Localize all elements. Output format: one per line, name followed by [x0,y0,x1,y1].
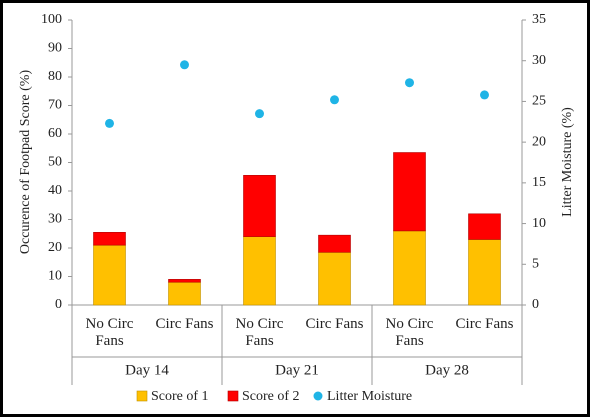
bar-segment [93,244,126,306]
x-tick-label: No Circ Fans [235,316,284,349]
y2-tick-label: 25 [532,94,546,109]
x-tick-label: No Circ Fans [85,316,134,349]
y2-tick-label: 35 [532,12,546,27]
bar-segment [393,230,426,306]
legend-marker [227,390,239,402]
bar-segment [93,232,126,246]
moisture-point [180,60,189,70]
y2-tick-label: 5 [532,257,539,272]
y-tick-label: 0 [55,297,62,312]
y-tick-label: 40 [48,183,62,198]
legend-marker [313,391,323,401]
y2-tick-label: 30 [532,53,546,68]
group-label: Day 21 [275,362,319,378]
y-tick-label: 90 [48,41,62,56]
moisture-point [105,118,114,128]
y-tick-label: 10 [48,269,62,284]
legend-label: Litter Moisture [327,389,412,404]
bar-segment [243,236,276,306]
y-tick-label: 100 [41,12,62,27]
bar-segment [318,234,351,253]
bar-segment [318,251,351,306]
y2-tick-label: 15 [532,175,546,190]
moisture-point [330,95,339,105]
bar-segment [168,279,201,283]
y2-axis-label: Litter Moisture (%) [560,107,575,217]
y-tick-label: 50 [48,155,62,170]
legend-label: Score of 2 [242,389,300,404]
moisture-point [480,90,489,100]
moisture-point [405,78,414,88]
legend-label: Score of 1 [151,389,209,404]
y2-tick-label: 20 [532,134,546,149]
bar-segment [168,281,201,306]
y-tick-label: 60 [48,126,62,141]
x-tick-label: Circ Fans [155,316,214,332]
x-tick-label: No Circ Fans [385,316,434,349]
moisture-point [255,109,264,119]
bar-segment [468,213,501,240]
x-tick-label: Circ Fans [455,316,514,332]
legend-marker [136,390,148,402]
group-label: Day 14 [125,362,169,378]
y-tick-label: 20 [48,240,62,255]
y-tick-label: 80 [48,69,62,84]
y-tick-label: 70 [48,98,62,113]
bar-segment [468,239,501,306]
y2-tick-label: 0 [532,297,539,312]
y-axis-label: Occurence of Footpad Score (%) [18,70,33,255]
group-label: Day 28 [425,362,469,378]
y2-tick-label: 10 [532,216,546,231]
bar-segment [393,152,426,232]
y-tick-label: 30 [48,212,62,227]
bar-segment [243,175,276,237]
x-tick-label: Circ Fans [305,316,364,332]
